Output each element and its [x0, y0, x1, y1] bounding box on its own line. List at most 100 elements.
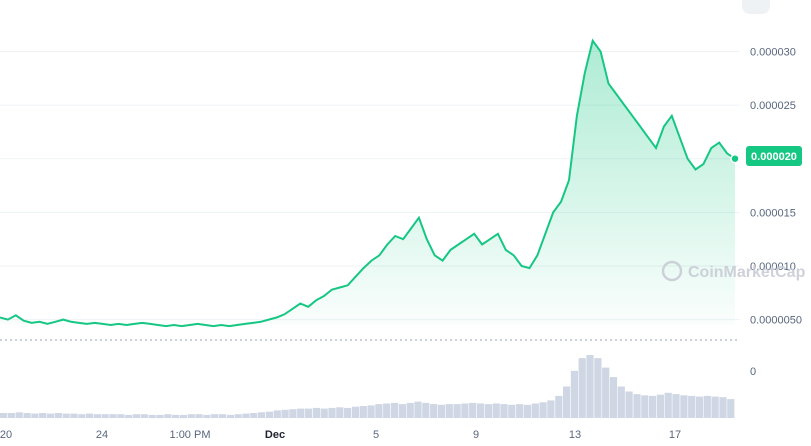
- volume-bar: [234, 414, 242, 418]
- volume-bar: [140, 414, 148, 418]
- volume-bar: [711, 396, 719, 418]
- volume-bar: [156, 414, 164, 419]
- volume-bar: [406, 402, 414, 418]
- volume-bar: [125, 414, 133, 419]
- volume-bar: [203, 414, 211, 419]
- volume-bar: [539, 402, 547, 419]
- volume-bar: [609, 377, 618, 419]
- price-area-fill: [0, 40, 735, 327]
- volume-bar: [422, 402, 430, 418]
- volume-bar: [304, 408, 313, 418]
- y-axis: 0.0000050 0.000010 0.000015 0.000025 0.00003…: [750, 46, 802, 326]
- volume-bar: [586, 355, 594, 418]
- volume-bar: [617, 386, 625, 418]
- volume-bar: [461, 403, 469, 418]
- volume-bar: [7, 413, 15, 418]
- x-tick-label: 20: [0, 429, 12, 441]
- volume-bar: [703, 395, 711, 418]
- volume-bar: [336, 407, 344, 418]
- volume-bar: [578, 358, 586, 418]
- volume-bar: [656, 394, 664, 418]
- volume-bar: [664, 392, 672, 418]
- volume-bar: [179, 414, 187, 419]
- watermark-text: CoinMarketCap: [688, 264, 806, 281]
- y-tick-label: 0.000010: [750, 261, 796, 273]
- volume-bar: [62, 413, 70, 418]
- volume-bar: [453, 404, 461, 418]
- volume-bar: [281, 409, 289, 418]
- volume-bar: [0, 413, 8, 418]
- volume-bar: [508, 404, 516, 418]
- x-tick-label: 13: [569, 429, 581, 441]
- volume-bar: [31, 413, 39, 418]
- volume-bar: [383, 403, 391, 418]
- y-tick-label: 0.0000050: [750, 315, 802, 327]
- volume-bar: [117, 414, 125, 418]
- volume-bar: [70, 413, 78, 418]
- volume-bar: [727, 399, 735, 418]
- x-tick-label: 9: [473, 429, 479, 441]
- volume-bar: [312, 407, 320, 418]
- x-tick-label: 17: [669, 429, 681, 441]
- volume-bar: [15, 412, 23, 418]
- volume-bar: [359, 406, 367, 418]
- volume-bar: [555, 395, 563, 418]
- volume-bar: [492, 403, 500, 418]
- volume-bar: [484, 404, 492, 418]
- volume-bar: [430, 404, 438, 418]
- volume-bar: [187, 414, 195, 418]
- volume-bar: [23, 413, 31, 418]
- volume-bar: [54, 413, 62, 418]
- volume-bar: [594, 358, 602, 418]
- volume-bar: [46, 413, 55, 418]
- chart-menu-tab[interactable]: [742, 0, 770, 14]
- volume-bar: [375, 404, 383, 418]
- volume-bar: [164, 414, 172, 418]
- volume-bar: [625, 391, 633, 418]
- volume-bar: [172, 414, 180, 419]
- y-tick-label: 0.000025: [750, 100, 796, 112]
- watermark: CoinMarketCap: [661, 260, 806, 282]
- y-tick-label: 0.000030: [750, 46, 796, 58]
- volume-bar: [258, 412, 266, 418]
- volume-bar: [148, 414, 156, 419]
- volume-zero-label: 0: [750, 366, 756, 378]
- volume-bar: [516, 404, 524, 418]
- volume-bar: [109, 414, 117, 418]
- volume-bar: [602, 367, 610, 418]
- volume-bar: [445, 404, 453, 418]
- volume-bar: [641, 395, 649, 418]
- x-tick-label: 1:00 PM: [170, 429, 211, 441]
- x-tick-label: 5: [373, 429, 379, 441]
- volume-bar: [226, 414, 234, 419]
- volume-bar: [719, 397, 727, 418]
- volume-bar: [391, 402, 399, 418]
- price-line: [0, 38, 736, 328]
- volume-bar: [195, 414, 203, 418]
- volume-bar: [672, 394, 680, 418]
- volume-bar: [78, 414, 86, 418]
- volume-bar: [477, 403, 485, 418]
- volume-bar: [250, 413, 258, 418]
- volume-bar: [265, 411, 274, 418]
- volume-bar: [633, 394, 641, 418]
- volume-bar: [563, 386, 571, 418]
- volume-bars: [0, 355, 735, 419]
- volume-bar: [367, 405, 375, 418]
- volume-bar: [531, 403, 539, 418]
- coinmarketcap-logo-icon: [661, 260, 683, 282]
- volume-bar: [218, 414, 227, 418]
- volume-bar: [649, 395, 657, 418]
- volume-bar: [93, 414, 101, 418]
- x-tick-label: 24: [96, 429, 108, 441]
- current-price-dot: [730, 153, 740, 164]
- x-axis: 20 24 1:00 PM Dec 5 9 13 17: [0, 429, 681, 441]
- volume-bar: [211, 414, 219, 418]
- volume-bar: [688, 395, 696, 418]
- volume-bar: [469, 402, 477, 418]
- volume-bar: [101, 414, 109, 418]
- volume-bar: [86, 413, 94, 418]
- volume-bar: [328, 407, 336, 418]
- y-tick-label: 0.000015: [750, 207, 796, 219]
